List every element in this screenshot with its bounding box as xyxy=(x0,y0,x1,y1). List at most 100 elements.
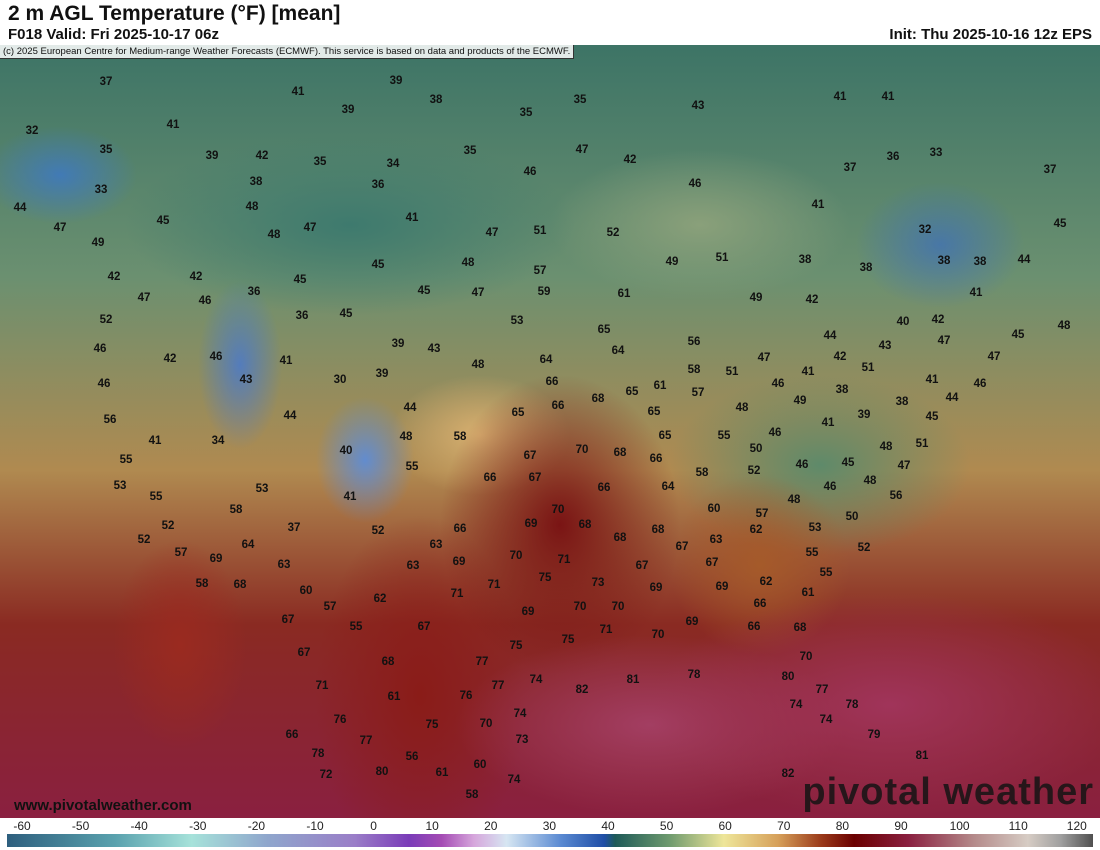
temperature-label: 66 xyxy=(285,729,299,741)
temperature-label: 74 xyxy=(789,699,803,711)
temperature-label: 33 xyxy=(94,184,108,196)
temperature-label: 47 xyxy=(53,222,67,234)
temperature-label: 52 xyxy=(161,520,175,532)
temperature-label: 47 xyxy=(987,351,1001,363)
temperature-label: 57 xyxy=(174,547,188,559)
temperature-label: 52 xyxy=(606,227,620,239)
temperature-label: 56 xyxy=(687,336,701,348)
temperature-label: 67 xyxy=(635,560,649,572)
temperature-map[interactable]: (c) 2025 European Centre for Medium-rang… xyxy=(0,45,1100,818)
temperature-label: 46 xyxy=(198,295,212,307)
temperature-label: 66 xyxy=(453,523,467,535)
temperature-label: 60 xyxy=(299,585,313,597)
temperature-label: 41 xyxy=(969,287,983,299)
temperature-label: 44 xyxy=(1017,254,1031,266)
temperature-label: 37 xyxy=(99,76,113,88)
temperature-label: 47 xyxy=(485,227,499,239)
temperature-label: 69 xyxy=(715,581,729,593)
temperature-label: 35 xyxy=(99,144,113,156)
temperature-label: 38 xyxy=(835,384,849,396)
temperature-label: 51 xyxy=(915,438,929,450)
temperature-label: 36 xyxy=(886,151,900,163)
temperature-label: 42 xyxy=(163,353,177,365)
temperature-label: 37 xyxy=(843,162,857,174)
temperature-label: 64 xyxy=(241,539,255,551)
temperature-label: 38 xyxy=(859,262,873,274)
temperature-label: 82 xyxy=(781,768,795,780)
temperature-label: 70 xyxy=(509,550,523,562)
temperature-label: 65 xyxy=(658,430,672,442)
temperature-label: 68 xyxy=(793,622,807,634)
map-title: 2 m AGL Temperature (°F) [mean] xyxy=(8,2,341,25)
temperature-label: 45 xyxy=(1011,329,1025,341)
temperature-label: 37 xyxy=(287,522,301,534)
temperature-label: 48 xyxy=(461,257,475,269)
temperature-label: 61 xyxy=(435,767,449,779)
valid-time: F018 Valid: Fri 2025-10-17 06z xyxy=(8,26,219,43)
temperature-label: 41 xyxy=(833,91,847,103)
temperature-label: 60 xyxy=(473,759,487,771)
temperature-label: 34 xyxy=(386,158,400,170)
temperature-label: 69 xyxy=(524,518,538,530)
temperature-label: 48 xyxy=(863,475,877,487)
temperature-label: 71 xyxy=(315,680,329,692)
temperature-label: 71 xyxy=(599,624,613,636)
temperature-label: 58 xyxy=(453,431,467,443)
temperature-label: 41 xyxy=(291,86,305,98)
temperature-label: 63 xyxy=(429,539,443,551)
temperature-label: 47 xyxy=(303,222,317,234)
temperature-label: 65 xyxy=(597,324,611,336)
temperature-label: 46 xyxy=(688,178,702,190)
colorbar-tick-label: -50 xyxy=(71,819,90,833)
temperature-label: 46 xyxy=(93,343,107,355)
temperature-label: 80 xyxy=(781,671,795,683)
temperature-label: 77 xyxy=(491,680,505,692)
temperature-label: 57 xyxy=(323,601,337,613)
temperature-label: 35 xyxy=(519,107,533,119)
temperature-label: 55 xyxy=(349,621,363,633)
temperature-label: 35 xyxy=(573,94,587,106)
temperature-label: 48 xyxy=(1057,320,1071,332)
temperature-label: 69 xyxy=(685,616,699,628)
temperature-label: 33 xyxy=(929,147,943,159)
copyright-notice: (c) 2025 European Centre for Medium-rang… xyxy=(0,45,575,59)
temperature-label: 41 xyxy=(811,199,825,211)
init-time: Init: Thu 2025-10-16 12z EPS xyxy=(889,26,1092,43)
temperature-label: 38 xyxy=(937,255,951,267)
temperature-label: 35 xyxy=(463,145,477,157)
colorbar-tick-labels: -60 -50 -40 -30 -20 -10 0 10 20 30 40 50 60 70 80 90 100… xyxy=(0,818,1100,833)
temperature-label: 69 xyxy=(521,606,535,618)
temperature-label: 78 xyxy=(687,669,701,681)
temperature-label: 81 xyxy=(915,750,929,762)
temperature-label: 43 xyxy=(427,343,441,355)
temperature-label: 71 xyxy=(557,554,571,566)
temperature-label: 48 xyxy=(735,402,749,414)
temperature-label: 46 xyxy=(823,481,837,493)
temperature-label: 55 xyxy=(405,461,419,473)
temperature-label: 53 xyxy=(510,315,524,327)
temperature-label: 67 xyxy=(528,472,542,484)
temperature-label: 36 xyxy=(247,286,261,298)
temperature-label: 67 xyxy=(523,450,537,462)
temperature-label: 43 xyxy=(691,100,705,112)
temperature-label: 62 xyxy=(749,524,763,536)
temperature-label: 41 xyxy=(405,212,419,224)
temperature-label: 46 xyxy=(973,378,987,390)
temperature-label: 68 xyxy=(233,579,247,591)
temperature-label: 44 xyxy=(283,410,297,422)
colorbar-tick-label: 10 xyxy=(425,819,439,833)
temperature-label: 39 xyxy=(389,75,403,87)
temperature-label: 41 xyxy=(881,91,895,103)
colorbar-tick-label: 60 xyxy=(718,819,732,833)
temperature-label: 73 xyxy=(591,577,605,589)
temperature-label: 51 xyxy=(725,366,739,378)
temperature-label: 66 xyxy=(483,472,497,484)
temperature-label: 67 xyxy=(675,541,689,553)
temperature-label: 65 xyxy=(647,406,661,418)
temperature-label: 68 xyxy=(651,524,665,536)
temperature-label: 75 xyxy=(538,572,552,584)
temperature-label: 49 xyxy=(91,237,105,249)
temperature-label: 66 xyxy=(597,482,611,494)
temperature-label: 44 xyxy=(13,202,27,214)
temperature-label: 79 xyxy=(867,729,881,741)
